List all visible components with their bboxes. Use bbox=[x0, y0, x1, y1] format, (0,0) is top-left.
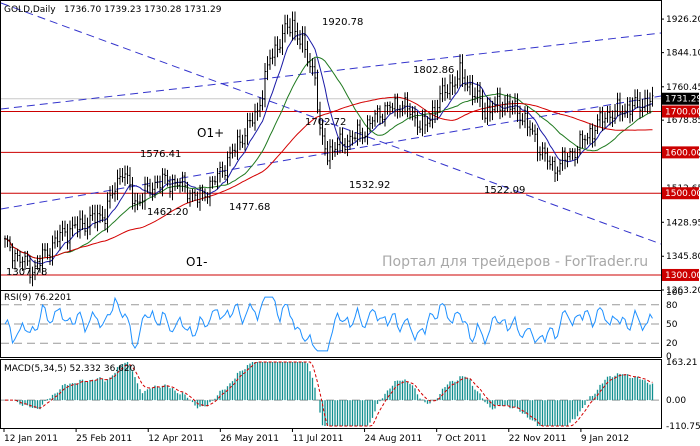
price-tick-label: 1345.80 bbox=[666, 252, 700, 262]
time-axis[interactable]: 12 Jan 2011 25 Feb 2011 12 Apr 2011 26 May … bbox=[3, 428, 629, 444]
label-o1-minus: O1- bbox=[186, 255, 207, 269]
level-badge bbox=[662, 146, 699, 159]
price-tick-label: 1926.20 bbox=[666, 15, 700, 25]
annotation-1802: 1802.86 bbox=[413, 65, 454, 76]
rsi-grid bbox=[1, 304, 661, 344]
macd-panel[interactable]: MACD(5,34,5) 52.332 36.620 bbox=[0, 359, 662, 429]
level-badge bbox=[662, 105, 699, 118]
price-panel[interactable]: GOLD,Daily 1736.70 1739.23 1730.28 1731.… bbox=[0, 0, 662, 311]
time-tick-label: 26 May 2011 bbox=[220, 434, 279, 444]
rsi-panel[interactable]: RSI(9) 76.2201 bbox=[0, 290, 662, 358]
macd-axis: 163.21 0.00 -110.751 bbox=[666, 358, 700, 432]
rsi-title: RSI(9) 76.2201 bbox=[4, 293, 71, 303]
time-tick-label: 12 Jan 2011 bbox=[4, 434, 58, 444]
rsi-tick-label: 80 bbox=[666, 301, 678, 311]
time-tick-label: 22 Nov 2011 bbox=[509, 434, 567, 444]
price-tick-label: 1428.95 bbox=[666, 218, 700, 228]
rsi-axis: 100 80 50 20 0 bbox=[666, 288, 683, 362]
price-tick-label: 1263.20 bbox=[666, 286, 700, 296]
ohlc-readout: 1736.70 1739.23 1730.28 1731.29 bbox=[64, 5, 222, 15]
price-tick-label: 1844.10 bbox=[666, 49, 700, 59]
price-panel-frame bbox=[0, 0, 662, 311]
annotation-1920: 1920.78 bbox=[322, 17, 363, 28]
current-price-label: 1731.29 bbox=[665, 95, 700, 105]
trend-channel-lines[interactable] bbox=[0, 2, 662, 245]
annotation-1702: 1702.72 bbox=[305, 117, 346, 128]
macd-tick-label: 0.00 bbox=[666, 396, 686, 406]
level-badge bbox=[662, 268, 699, 281]
channel-line[interactable] bbox=[0, 2, 662, 245]
annotation-1532: 1532.92 bbox=[349, 180, 390, 191]
watermark: Портал для трейдеров - ForTrader.ru bbox=[382, 254, 648, 270]
ma-mid-line bbox=[4, 56, 653, 260]
time-tick-label: 12 Apr 2011 bbox=[148, 434, 204, 444]
rsi-tick-label: 100 bbox=[666, 288, 683, 298]
annotation-1462: 1462.20 bbox=[147, 207, 188, 218]
level-badge-label: 1300.00 bbox=[665, 271, 700, 281]
price-tick-label: 1760.45 bbox=[666, 83, 700, 93]
price-bars bbox=[4, 11, 654, 287]
level-badge-label: 1600.00 bbox=[665, 148, 700, 158]
macd-tick-label: -110.751 bbox=[666, 422, 700, 432]
price-axis[interactable]: 1926.201844.101760.451678.851594.801512.… bbox=[661, 15, 700, 296]
channel-line[interactable] bbox=[0, 32, 662, 110]
annotation-1477: 1477.68 bbox=[229, 202, 270, 213]
rsi-tick-label: 50 bbox=[666, 320, 678, 330]
price-tick-label: 1678.85 bbox=[666, 116, 700, 126]
label-o1-plus: O1+ bbox=[197, 126, 224, 140]
annotation-1576: 1576.41 bbox=[140, 149, 181, 160]
time-tick-label: 11 Jul 2011 bbox=[292, 434, 343, 444]
rsi-tick-label: 0 bbox=[666, 352, 672, 362]
time-tick-label: 7 Oct 2011 bbox=[437, 434, 487, 444]
annotation-1307: 1307.78 bbox=[6, 267, 47, 278]
moving-averages bbox=[4, 32, 653, 265]
macd-histogram bbox=[16, 362, 654, 426]
time-tick-label: 9 Jan 2012 bbox=[581, 434, 629, 444]
level-badge-label: 1500.00 bbox=[665, 189, 700, 199]
ma-fast-line bbox=[4, 32, 653, 265]
annotation-1522: 1522.09 bbox=[484, 185, 525, 196]
macd-tick-label: 163.21 bbox=[666, 358, 698, 368]
macd-title: MACD(5,34,5) 52.332 36.620 bbox=[4, 364, 136, 374]
ma-slow-line bbox=[4, 96, 653, 260]
channel-line[interactable] bbox=[0, 95, 662, 210]
chart-header: GOLD,Daily bbox=[4, 5, 56, 15]
level-badge-label: 1700.00 bbox=[665, 108, 700, 118]
time-tick-label: 24 Aug 2011 bbox=[365, 434, 423, 444]
rsi-line bbox=[4, 296, 653, 352]
time-tick-label: 25 Feb 2011 bbox=[76, 434, 132, 444]
current-price-badge bbox=[662, 92, 699, 105]
macd-panel-frame bbox=[0, 359, 662, 429]
rsi-tick-label: 20 bbox=[666, 339, 678, 349]
level-badge bbox=[662, 187, 699, 200]
